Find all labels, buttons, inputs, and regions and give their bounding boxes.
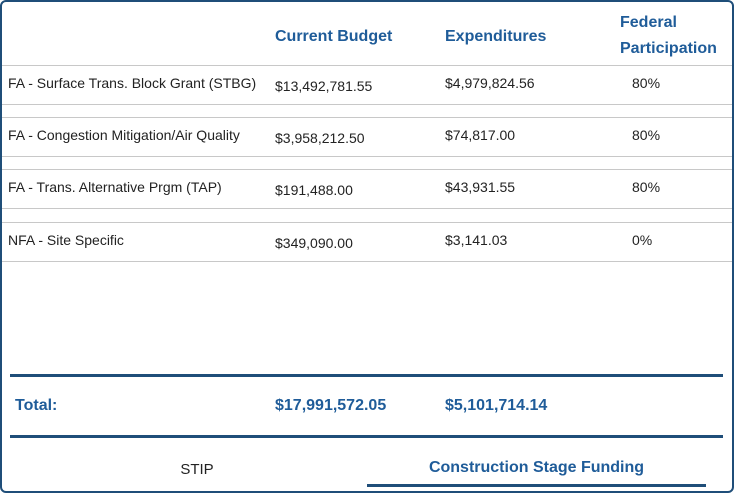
table-cell: $3,958,212.50 (275, 130, 365, 146)
table-row: NFA - Site Specific $349,090.00 $3,141.03 0… (2, 222, 732, 262)
table-cell: $3,141.03 (445, 232, 508, 248)
header: Federal Participation (620, 14, 717, 57)
table-row: FA - Congestion Mitigation/Air Quality $3… (2, 117, 732, 157)
tab-active[interactable]: Construction Stage Funding (367, 459, 706, 487)
table-cell: $191,488.00 (275, 182, 353, 198)
table-cell: FA - Surface Trans. Block Grant (STBG) (8, 75, 257, 91)
table-cell: 80% (632, 179, 661, 195)
total-expenditures: $5,101,714.14 (445, 397, 548, 414)
table-cell: NFA - Site Specific (8, 232, 124, 248)
header: Current Budget (275, 28, 393, 45)
table-cell: 0% (632, 232, 653, 248)
table-cell: FA - Congestion Mitigation/Air Quality (8, 127, 240, 143)
total-budget: $17,991,572.05 (275, 397, 387, 414)
header: Expenditures (445, 28, 547, 45)
total-label: Total: (15, 397, 58, 414)
table-cell: 80% (632, 127, 661, 143)
table-cell: $74,817.00 (445, 127, 516, 143)
table-row: FA - Surface Trans. Block Grant (STBG) $1… (2, 65, 732, 105)
divider (10, 435, 723, 438)
tab[interactable]: STIP (180, 461, 214, 478)
table-row: FA - Trans. Alternative Prgm (TAP) $191,4… (2, 169, 732, 209)
table-cell: 80% (632, 75, 661, 91)
table-cell: FA - Trans. Alternative Prgm (TAP) (8, 179, 222, 195)
divider (10, 374, 723, 377)
table-cell: $13,492,781.55 (275, 78, 373, 94)
table-cell: $4,979,824.56 (445, 75, 535, 91)
table-cell: $43,931.55 (445, 179, 516, 195)
table-cell: $349,090.00 (275, 235, 353, 251)
